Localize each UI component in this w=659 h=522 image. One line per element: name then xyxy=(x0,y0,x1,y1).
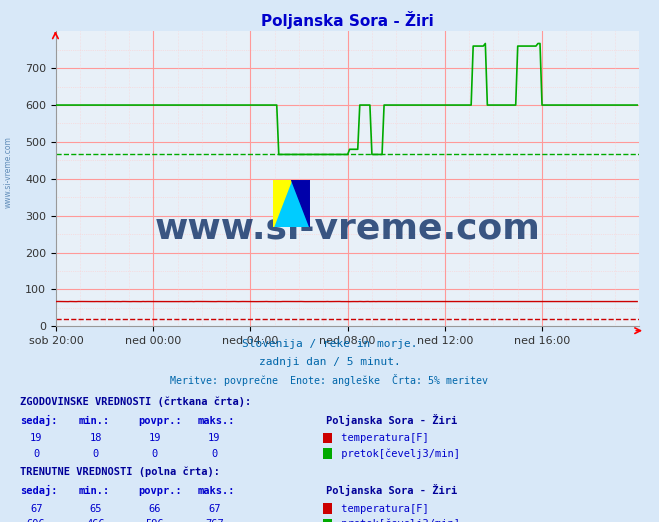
Text: 0: 0 xyxy=(33,449,40,459)
Text: maks.:: maks.: xyxy=(198,416,235,426)
Text: 606: 606 xyxy=(27,519,45,522)
Text: 0: 0 xyxy=(152,449,158,459)
Text: pretok[čevelj3/min]: pretok[čevelj3/min] xyxy=(335,448,460,459)
Text: 19: 19 xyxy=(208,433,220,443)
Text: maks.:: maks.: xyxy=(198,487,235,496)
Text: 596: 596 xyxy=(146,519,164,522)
Text: temperatura[F]: temperatura[F] xyxy=(335,504,428,514)
Text: pretok[čevelj3/min]: pretok[čevelj3/min] xyxy=(335,519,460,522)
Text: 19: 19 xyxy=(30,433,42,443)
Text: Poljanska Sora - Žiri: Poljanska Sora - Žiri xyxy=(326,414,457,426)
Text: 19: 19 xyxy=(149,433,161,443)
Polygon shape xyxy=(291,180,310,227)
Text: www.si-vreme.com: www.si-vreme.com xyxy=(155,212,540,246)
Text: 67: 67 xyxy=(30,504,42,514)
Text: 0: 0 xyxy=(211,449,217,459)
Text: 466: 466 xyxy=(86,519,105,522)
Title: Poljanska Sora - Žiri: Poljanska Sora - Žiri xyxy=(261,11,434,29)
Polygon shape xyxy=(273,180,310,227)
Text: TRENUTNE VREDNOSTI (polna črta):: TRENUTNE VREDNOSTI (polna črta): xyxy=(20,467,219,477)
Text: sedaj:: sedaj: xyxy=(20,415,57,426)
Text: Poljanska Sora - Žiri: Poljanska Sora - Žiri xyxy=(326,484,457,496)
Text: povpr.:: povpr.: xyxy=(138,487,182,496)
Text: 18: 18 xyxy=(90,433,101,443)
Text: www.si-vreme.com: www.si-vreme.com xyxy=(3,136,13,208)
Text: 0: 0 xyxy=(92,449,99,459)
Text: min.:: min.: xyxy=(79,487,110,496)
Polygon shape xyxy=(273,180,291,227)
Text: Meritve: povprečne  Enote: angleške  Črta: 5% meritev: Meritve: povprečne Enote: angleške Črta:… xyxy=(171,374,488,386)
Text: povpr.:: povpr.: xyxy=(138,416,182,426)
Text: 767: 767 xyxy=(205,519,223,522)
Text: 66: 66 xyxy=(149,504,161,514)
Text: 65: 65 xyxy=(90,504,101,514)
Text: zadnji dan / 5 minut.: zadnji dan / 5 minut. xyxy=(258,358,401,367)
Text: Slovenija / reke in morje.: Slovenija / reke in morje. xyxy=(242,339,417,349)
Text: temperatura[F]: temperatura[F] xyxy=(335,433,428,443)
Text: ZGODOVINSKE VREDNOSTI (črtkana črta):: ZGODOVINSKE VREDNOSTI (črtkana črta): xyxy=(20,396,251,407)
Text: min.:: min.: xyxy=(79,416,110,426)
Text: 67: 67 xyxy=(208,504,220,514)
Text: sedaj:: sedaj: xyxy=(20,485,57,496)
